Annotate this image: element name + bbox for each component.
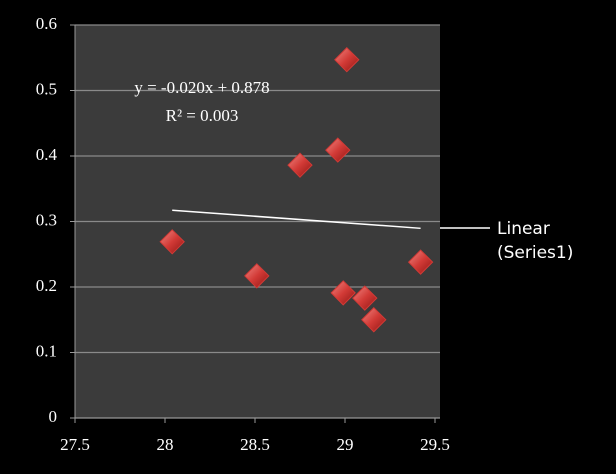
- legend-label: Linear (Series1): [497, 219, 574, 263]
- x-tick-label: 28.5: [240, 435, 270, 454]
- point: [325, 137, 351, 163]
- y-tick-label: 0.2: [36, 276, 57, 295]
- point: [159, 229, 185, 255]
- point: [407, 249, 434, 275]
- x-tick-label: 28: [157, 435, 174, 454]
- y-tick-label: 0.3: [36, 210, 57, 229]
- y-tick-label: 0.1: [36, 341, 57, 360]
- trend-equation: y = -0.020x + 0.878: [134, 78, 269, 97]
- x-tick-label: 29: [337, 435, 354, 454]
- point: [334, 47, 360, 73]
- point: [287, 152, 313, 178]
- trend-r-squared: R² = 0.003: [166, 106, 239, 125]
- y-tick-label: 0.6: [36, 14, 57, 33]
- point: [244, 263, 270, 289]
- y-tick-label: 0.5: [36, 79, 57, 98]
- x-tick-label: 29.5: [420, 435, 450, 454]
- y-tick-label: 0: [49, 407, 58, 426]
- trendline: [172, 209, 421, 230]
- y-tick-label: 0.4: [36, 145, 58, 164]
- point: [352, 285, 378, 311]
- point: [361, 307, 387, 333]
- point: [330, 280, 356, 306]
- x-tick-label: 27.5: [60, 435, 90, 454]
